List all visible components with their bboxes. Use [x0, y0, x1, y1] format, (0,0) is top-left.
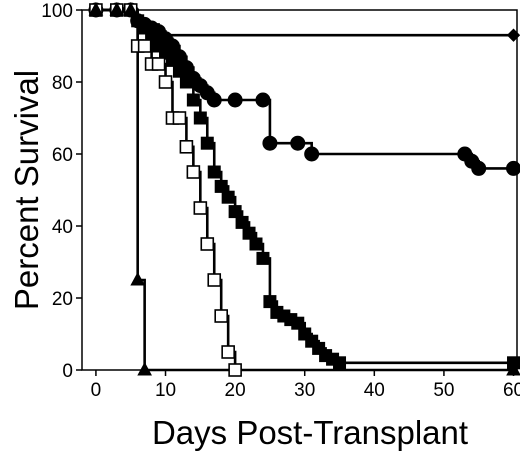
y-tick-label: 40 [52, 217, 73, 238]
data-point-4 [506, 361, 520, 376]
data-point-2 [138, 21, 152, 35]
data-point-3 [214, 309, 228, 323]
data-point-2 [172, 64, 186, 78]
data-point-2 [235, 215, 249, 229]
data-point-2 [256, 251, 270, 265]
data-point-3 [186, 165, 201, 179]
axis-ticks: 0 10 20 30 40 50 60 0 20 40 60 80 100 [41, 1, 520, 401]
data-point-2 [193, 111, 207, 125]
y-tick-label: 0 [62, 361, 73, 382]
data-point-4 [130, 271, 146, 286]
y-tick-label: 20 [52, 289, 73, 310]
data-point-0 [506, 28, 520, 42]
data-point-1 [262, 135, 278, 151]
data-point-1 [206, 92, 222, 108]
data-point-2 [200, 136, 214, 150]
data-point-1 [227, 92, 243, 108]
data-point-2 [291, 316, 305, 330]
data-point-1 [471, 160, 487, 176]
y-tick-label: 60 [52, 145, 73, 166]
data-point-1 [304, 146, 320, 162]
x-axis-title: Days Post-Transplant [152, 414, 468, 451]
data-point-3 [228, 363, 242, 377]
series-line-3 [95, 8, 237, 370]
data-point-2 [249, 237, 263, 251]
data-point-3 [207, 273, 222, 287]
y-axis-title: Percent Survival [8, 70, 45, 310]
data-point-4 [123, 1, 139, 16]
data-point-3 [172, 111, 187, 125]
x-tick-label: 0 [91, 380, 102, 401]
x-tick-label: 10 [155, 380, 176, 401]
x-tick-label: 30 [294, 380, 315, 401]
plot-frame [81, 9, 518, 371]
data-point-2 [228, 205, 242, 219]
data-point-2 [242, 226, 256, 240]
series-markers [88, 1, 520, 377]
data-point-2 [207, 165, 221, 179]
data-point-3 [200, 237, 215, 251]
data-point-2 [263, 295, 277, 309]
data-point-3 [221, 345, 235, 359]
data-point-2 [179, 75, 193, 89]
x-tick-label: 60 [503, 380, 520, 401]
data-point-3 [137, 39, 152, 53]
data-point-1 [506, 160, 520, 176]
x-tick-label: 20 [225, 380, 246, 401]
data-point-1 [290, 135, 306, 151]
data-point-2 [214, 179, 228, 193]
data-point-4 [88, 1, 104, 16]
data-point-2 [165, 53, 179, 67]
data-point-3 [193, 201, 208, 215]
data-point-3 [158, 75, 173, 89]
x-tick-label: 50 [433, 380, 454, 401]
data-point-2 [333, 356, 347, 370]
x-tick-label: 40 [364, 380, 385, 401]
y-tick-label: 100 [41, 1, 73, 22]
data-point-2 [186, 93, 200, 107]
y-tick-label: 80 [52, 73, 73, 94]
data-point-3 [151, 57, 166, 71]
data-point-2 [221, 190, 235, 204]
data-point-4 [137, 361, 152, 376]
data-point-4 [109, 1, 125, 16]
data-point-1 [255, 92, 271, 108]
data-point-3 [179, 140, 194, 154]
